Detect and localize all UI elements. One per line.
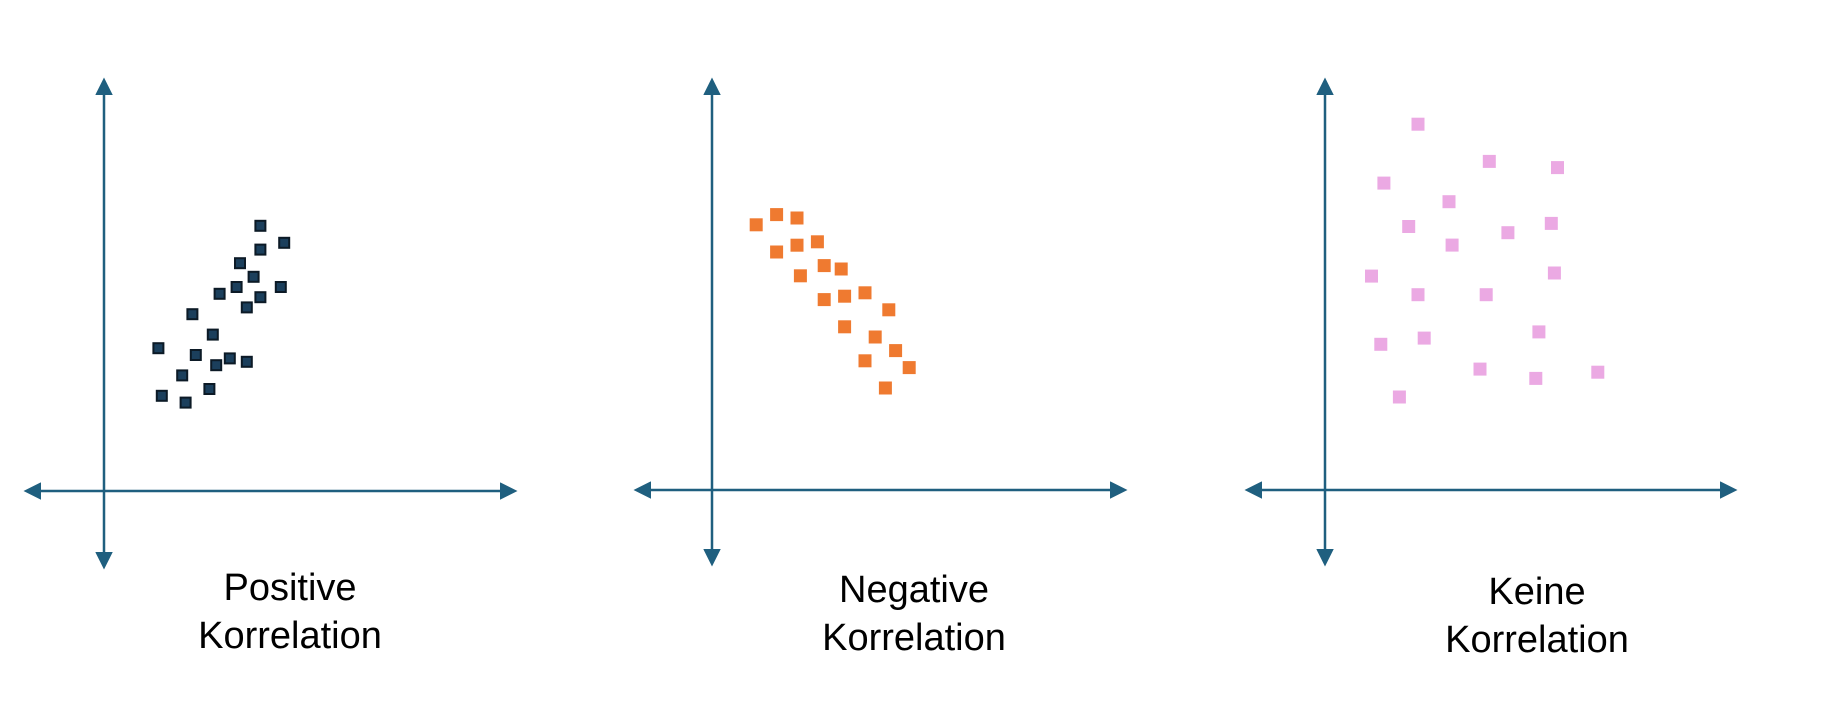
none-data-point	[1591, 365, 1605, 379]
positive-data-point	[274, 281, 287, 293]
negative-data-point	[858, 286, 872, 300]
positive-data-point	[152, 342, 165, 355]
caption-line2: Korrelation	[822, 617, 1006, 659]
positive-data-point	[234, 257, 246, 270]
none-data-point	[1442, 195, 1456, 209]
negative-correlation-panel	[633, 77, 1128, 567]
positive-data-point	[206, 328, 219, 341]
none-data-point	[1377, 176, 1391, 190]
negative-data-point	[817, 259, 831, 273]
positive-data-point	[254, 219, 267, 232]
none-data-point	[1501, 226, 1515, 240]
positive-data-point	[254, 243, 267, 256]
positive-correlation-caption: Positive Korrelation	[110, 564, 470, 660]
none-data-point	[1547, 266, 1561, 280]
no-correlation-panel	[1244, 77, 1738, 567]
positive-correlation-panel	[23, 77, 518, 570]
positive-data-point	[254, 291, 267, 304]
positive-data-point	[155, 389, 168, 402]
caption-line2: Korrelation	[1445, 619, 1629, 661]
negative-data-point	[790, 211, 804, 225]
negative-data-point	[902, 361, 916, 375]
negative-data-point	[770, 208, 784, 222]
negative-data-point	[868, 330, 882, 344]
none-data-point	[1532, 325, 1546, 339]
none-data-point	[1479, 288, 1493, 302]
negative-data-point	[889, 344, 903, 358]
positive-data-point	[223, 352, 236, 365]
none-data-point	[1473, 362, 1487, 376]
negative-data-point	[790, 238, 804, 252]
none-data-point	[1411, 117, 1425, 131]
caption-line1: Positive	[223, 567, 357, 609]
positive-data-point	[176, 369, 189, 382]
negative-data-point	[810, 235, 824, 249]
negative-data-point	[817, 293, 831, 307]
no-correlation-caption: Keine Korrelation	[1357, 568, 1717, 664]
positive-data-point	[240, 301, 253, 314]
negative-data-point	[793, 269, 807, 283]
positive-data-point	[210, 359, 223, 372]
none-data-point	[1445, 238, 1459, 252]
none-data-point	[1544, 216, 1558, 230]
positive-data-point	[203, 383, 216, 395]
none-data-point	[1482, 154, 1496, 168]
positive-data-point	[189, 349, 202, 361]
none-data-point	[1392, 390, 1406, 404]
caption-line1: Keine	[1488, 571, 1586, 613]
positive-data-point	[186, 308, 199, 321]
none-data-point	[1411, 288, 1425, 302]
none-data-point	[1529, 371, 1543, 385]
positive-data-point	[240, 355, 253, 368]
none-data-point	[1551, 161, 1564, 175]
negative-data-point	[858, 354, 872, 368]
positive-data-point	[230, 281, 243, 293]
caption-line2: Korrelation	[198, 615, 382, 657]
caption-line1: Negative	[839, 569, 989, 611]
positive-data-point	[213, 287, 226, 300]
positive-data-point	[278, 236, 291, 249]
none-data-point	[1417, 331, 1431, 345]
positive-data-point	[247, 270, 260, 283]
negative-data-point	[838, 289, 852, 303]
none-data-point	[1374, 337, 1388, 351]
negative-correlation-caption: Negative Korrelation	[734, 566, 1094, 662]
negative-data-point	[834, 262, 848, 276]
none-data-point	[1365, 269, 1378, 283]
negative-data-point	[838, 320, 852, 334]
none-data-point	[1402, 220, 1416, 233]
negative-data-point	[882, 303, 896, 317]
negative-data-point	[749, 218, 763, 232]
negative-data-point	[878, 381, 892, 395]
negative-data-point	[770, 245, 784, 259]
positive-data-point	[179, 396, 192, 409]
